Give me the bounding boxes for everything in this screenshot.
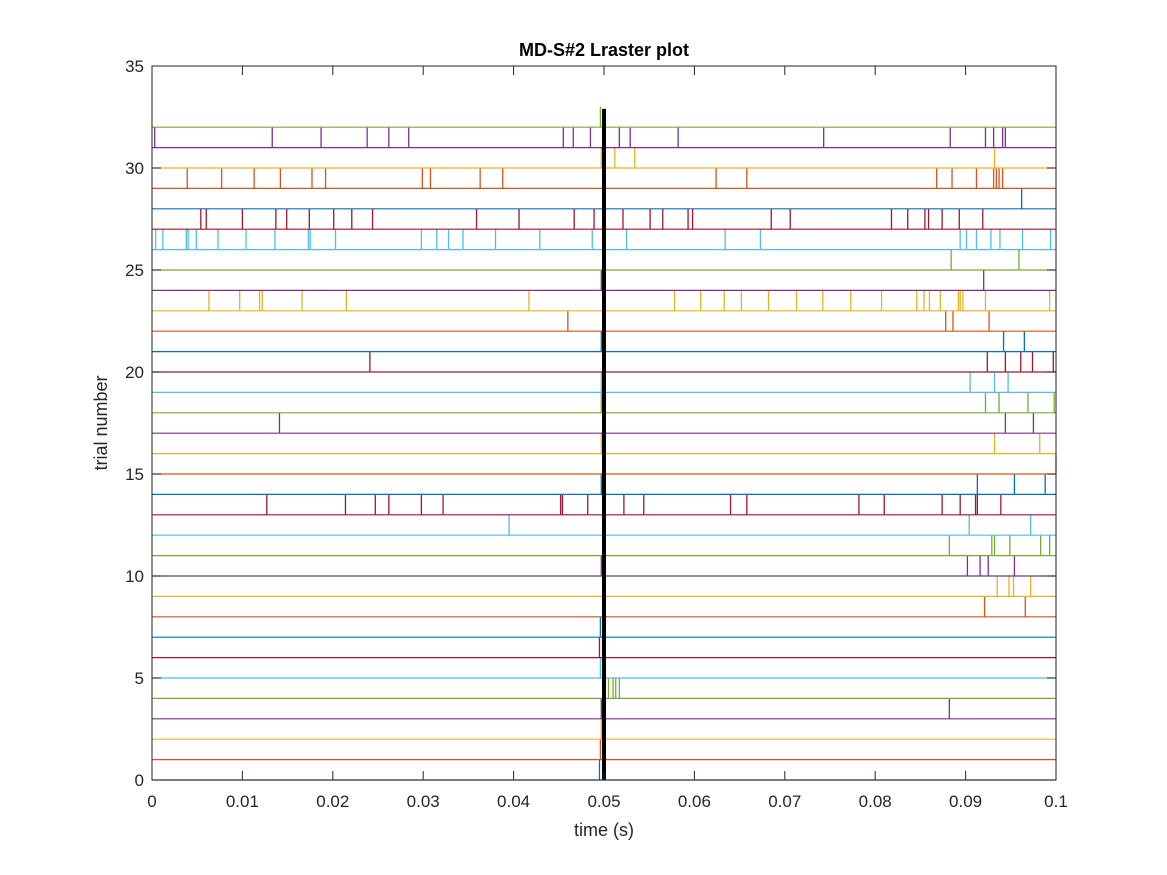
x-tick-label: 0.07 — [768, 792, 801, 811]
x-tick-label: 0.08 — [859, 792, 892, 811]
x-axis-label: time (s) — [574, 820, 634, 840]
x-tick-label: 0.09 — [949, 792, 982, 811]
y-tick-label: 0 — [135, 771, 144, 790]
y-tick-label: 35 — [125, 57, 144, 76]
x-tick-label: 0.05 — [587, 792, 620, 811]
y-tick-label: 25 — [125, 261, 144, 280]
y-tick-label: 10 — [125, 567, 144, 586]
x-tick-label: 0.01 — [226, 792, 259, 811]
y-tick-label: 30 — [125, 159, 144, 178]
x-tick-label: 0 — [147, 792, 156, 811]
chart-title: MD-S#2 Lraster plot — [519, 40, 689, 60]
x-tick-label: 0.06 — [678, 792, 711, 811]
x-tick-label: 0.1 — [1044, 792, 1068, 811]
x-tick-label: 0.03 — [407, 792, 440, 811]
x-axis-ticks: 0 0.01 0.02 0.03 0.04 0.05 0.06 0.07 0.08 0.09 0.1 — [147, 66, 1068, 811]
y-tick-label: 20 — [125, 363, 144, 382]
y-axis-ticks: 0 5 10 15 20 25 30 35 — [125, 57, 1056, 790]
y-tick-label: 15 — [125, 465, 144, 484]
y-tick-label: 5 — [135, 669, 144, 688]
x-tick-label: 0.04 — [497, 792, 530, 811]
x-tick-label: 0.02 — [316, 792, 349, 811]
y-axis-label: trial number — [91, 375, 111, 470]
